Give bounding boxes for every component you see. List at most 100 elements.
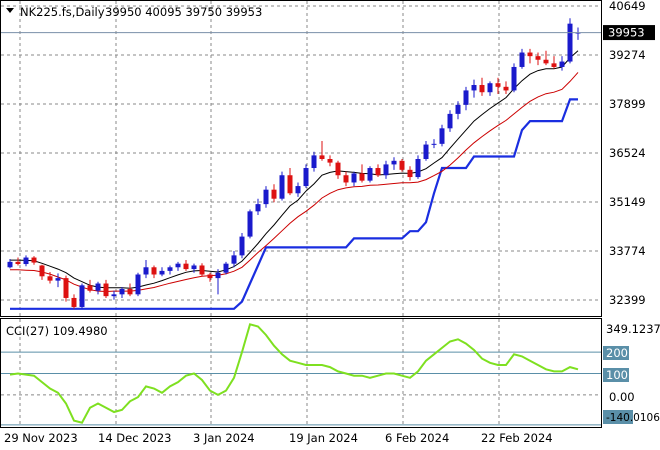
price-axis: 40649 39274 37899 36524 35149 33774 3239… xyxy=(609,0,646,307)
candle xyxy=(439,124,445,147)
cci-axis: 349.1237 200 100 0.00 -140.0106 xyxy=(603,322,660,424)
candle xyxy=(167,265,173,275)
candle-body xyxy=(271,189,277,199)
price-tick: 33774 xyxy=(609,244,646,258)
candle xyxy=(447,110,453,132)
price-tick: 40649 xyxy=(609,0,646,13)
candle-body xyxy=(335,162,341,176)
candle-body xyxy=(87,285,93,291)
candle xyxy=(103,279,109,298)
candle-body xyxy=(135,274,141,295)
candle xyxy=(199,263,205,277)
candle xyxy=(255,198,261,215)
price-tick: 36524 xyxy=(609,146,646,160)
candle xyxy=(487,81,493,96)
candle-body xyxy=(343,175,349,183)
candle xyxy=(351,171,357,187)
time-axis: 29 Nov 2023 14 Dec 2023 3 Jan 2024 19 Ja… xyxy=(4,431,553,445)
candle xyxy=(415,155,421,179)
candle xyxy=(479,77,485,96)
candle-body xyxy=(223,263,229,273)
time-label: 6 Feb 2024 xyxy=(385,431,449,445)
cci-panel-frame xyxy=(0,318,602,428)
candle-body xyxy=(183,263,189,270)
candle xyxy=(191,263,197,273)
candle-body xyxy=(263,189,269,205)
candle-body xyxy=(15,261,21,265)
channel-low-line xyxy=(10,98,578,310)
candle-body xyxy=(119,288,125,295)
candle-body xyxy=(63,278,69,298)
candle xyxy=(407,166,413,181)
candle-body xyxy=(431,143,437,145)
candle-body xyxy=(495,83,501,87)
candle xyxy=(127,283,133,297)
candle xyxy=(559,56,565,71)
candle-body xyxy=(503,86,509,91)
candle xyxy=(343,171,349,187)
candle xyxy=(535,52,541,66)
cci-line xyxy=(9,323,579,424)
candle-body xyxy=(447,113,453,129)
candle xyxy=(311,151,317,172)
candlesticks[interactable] xyxy=(7,18,581,309)
candle-body xyxy=(143,267,149,275)
dropdown-triangle-icon[interactable] xyxy=(6,8,14,13)
candle-body xyxy=(71,297,77,307)
candle xyxy=(183,260,189,271)
cci-tick: 200 xyxy=(606,346,628,360)
candle xyxy=(543,50,549,66)
cci-tick: 349.1237 xyxy=(606,322,660,336)
candle xyxy=(47,271,53,284)
candle xyxy=(375,164,381,178)
current-price-value: 39953 xyxy=(608,26,645,40)
candle-body xyxy=(39,265,45,277)
cci-tick: 100 xyxy=(606,368,628,382)
candle-body xyxy=(479,85,485,93)
candle xyxy=(7,258,13,269)
candle xyxy=(519,48,525,69)
candle-body xyxy=(215,272,221,279)
candle xyxy=(215,269,221,295)
candle-body xyxy=(111,294,117,297)
candle xyxy=(119,287,125,298)
candle-body xyxy=(287,175,293,194)
candle-body xyxy=(167,267,173,271)
candle-body xyxy=(47,276,53,281)
candle-body xyxy=(103,283,109,297)
cci-level-lines xyxy=(1,351,601,426)
candle xyxy=(455,101,461,120)
current-price-tag: 39953 xyxy=(603,25,655,41)
candle-body xyxy=(543,59,549,64)
candle xyxy=(335,160,341,179)
candle xyxy=(271,184,277,203)
candle-body xyxy=(407,169,413,178)
candle xyxy=(63,275,69,302)
candle xyxy=(263,186,269,208)
price-tick: 39274 xyxy=(609,48,646,62)
candle xyxy=(231,251,237,268)
candle xyxy=(95,281,101,295)
candle xyxy=(151,265,157,279)
candle xyxy=(551,56,557,69)
candle-body xyxy=(31,257,37,263)
price-tick: 35149 xyxy=(609,195,646,209)
time-label: 19 Jan 2024 xyxy=(289,431,358,445)
candle-body xyxy=(519,52,525,67)
candle xyxy=(495,77,501,95)
candle-body xyxy=(279,175,285,199)
candle-body xyxy=(231,255,237,264)
candle-body xyxy=(207,274,213,279)
candle xyxy=(31,256,37,265)
candle xyxy=(23,255,29,267)
candle-body xyxy=(239,236,245,256)
candle xyxy=(303,164,309,188)
candle xyxy=(159,267,165,277)
candle-body xyxy=(375,168,381,176)
candle-body xyxy=(439,128,445,144)
candle-body xyxy=(55,278,61,281)
grid-lines xyxy=(1,1,601,427)
candle-body xyxy=(327,159,333,163)
candle-body xyxy=(151,267,157,275)
